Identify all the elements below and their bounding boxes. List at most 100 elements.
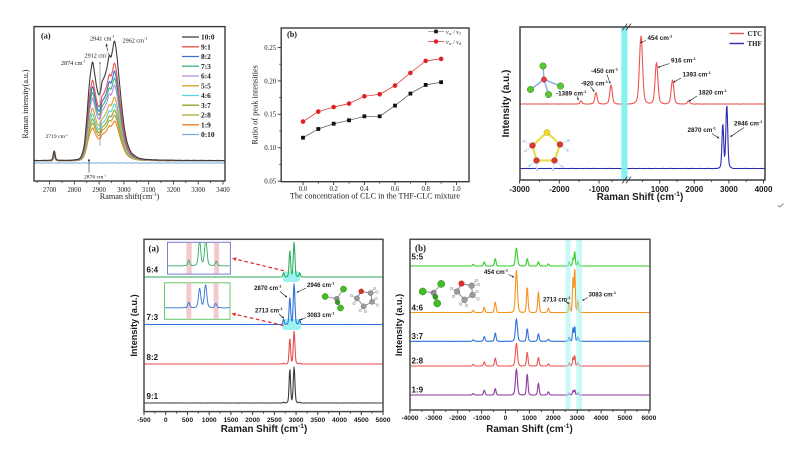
svg-text:-2000: -2000 — [549, 185, 570, 194]
svg-text:2870 cm-1: 2870 cm-1 — [254, 285, 281, 292]
svg-text:3100: 3100 — [142, 187, 156, 194]
svg-text:Intensity (a.u.): Intensity (a.u.) — [501, 70, 512, 138]
svg-text:1500: 1500 — [223, 417, 238, 424]
svg-text:7:3: 7:3 — [201, 62, 211, 71]
svg-text:4000: 4000 — [332, 417, 347, 424]
svg-text:Raman Shift (cm-1): Raman Shift (cm-1) — [597, 191, 683, 203]
svg-text:3000: 3000 — [720, 185, 738, 194]
svg-text:-920 cm-1: -920 cm-1 — [581, 79, 609, 87]
svg-text:5000: 5000 — [376, 417, 391, 424]
svg-text:0.05: 0.05 — [264, 179, 276, 186]
svg-text:5000: 5000 — [618, 415, 633, 422]
svg-text:8:2: 8:2 — [201, 52, 211, 61]
svg-text:4:6: 4:6 — [201, 91, 211, 100]
svg-text:3083 cm-1: 3083 cm-1 — [307, 312, 334, 319]
svg-text:-1000: -1000 — [473, 415, 490, 422]
svg-text:2941 cm-1: 2941 cm-1 — [90, 35, 115, 42]
svg-text:1393 cm-1: 1393 cm-1 — [683, 70, 712, 78]
svg-text:2719 cm-1: 2719 cm-1 — [46, 133, 69, 140]
svg-text:3400: 3400 — [216, 187, 230, 194]
svg-text:(a): (a) — [149, 244, 160, 254]
svg-text:2000: 2000 — [245, 417, 260, 424]
svg-text:916 cm-1: 916 cm-1 — [671, 56, 697, 64]
svg-text:4:6: 4:6 — [412, 304, 424, 313]
svg-text:2713 cm-1: 2713 cm-1 — [255, 307, 282, 314]
svg-text:-3000: -3000 — [425, 415, 442, 422]
svg-text:0.4: 0.4 — [360, 186, 369, 193]
svg-text:Intensity (a.u.): Intensity (a.u.) — [394, 294, 404, 356]
svg-text:0:10: 0:10 — [201, 130, 215, 139]
svg-text:3000: 3000 — [117, 187, 131, 194]
svg-text:(a): (a) — [41, 32, 51, 41]
svg-text:3083 cm-1: 3083 cm-1 — [589, 291, 616, 298]
svg-text:2713 cm-1: 2713 cm-1 — [543, 296, 570, 303]
svg-text:0: 0 — [164, 417, 168, 424]
svg-text:-450 cm-1: -450 cm-1 — [591, 67, 619, 75]
svg-text:6:4: 6:4 — [201, 72, 211, 81]
svg-text:0: 0 — [504, 415, 508, 422]
svg-text:Raman shift(cm-1): Raman shift(cm-1) — [100, 192, 160, 201]
svg-text:2912 cm-1: 2912 cm-1 — [85, 52, 110, 59]
svg-text:vw / v1: vw / v1 — [446, 30, 461, 36]
svg-text:7:3: 7:3 — [147, 313, 159, 322]
svg-text:6:4: 6:4 — [147, 266, 159, 275]
svg-text:4500: 4500 — [354, 417, 369, 424]
svg-text:1000: 1000 — [202, 417, 217, 424]
svg-text:3:7: 3:7 — [201, 101, 211, 110]
svg-text:2:8: 2:8 — [412, 357, 424, 366]
svg-text:1820 cm-1: 1820 cm-1 — [699, 88, 728, 96]
svg-text:CTC: CTC — [748, 31, 763, 38]
svg-text:(b): (b) — [287, 30, 297, 39]
svg-text:5:5: 5:5 — [201, 81, 211, 90]
svg-text:1:9: 1:9 — [201, 120, 211, 129]
svg-text:454 cm-1: 454 cm-1 — [648, 34, 674, 42]
svg-text:3500: 3500 — [310, 417, 325, 424]
svg-text:1:9: 1:9 — [412, 386, 424, 395]
svg-text:0.2: 0.2 — [329, 186, 338, 193]
svg-text:3300: 3300 — [191, 187, 205, 194]
svg-text:2900: 2900 — [92, 187, 106, 194]
svg-text:-500: -500 — [137, 417, 151, 424]
svg-text:8:2: 8:2 — [147, 353, 159, 362]
svg-text:9:1: 9:1 — [147, 392, 159, 401]
svg-text:vw / vd: vw / vd — [446, 40, 462, 46]
svg-text:0.15: 0.15 — [264, 112, 276, 119]
svg-text:0.6: 0.6 — [391, 186, 400, 193]
svg-text:2946 cm-1: 2946 cm-1 — [734, 119, 763, 127]
svg-text:2870 cm-1: 2870 cm-1 — [688, 126, 717, 134]
svg-text:1000: 1000 — [522, 415, 537, 422]
svg-text:-4000: -4000 — [401, 415, 418, 422]
svg-text:2000: 2000 — [546, 415, 561, 422]
svg-text:2:8: 2:8 — [201, 111, 211, 120]
svg-text:Raman Shift (cm-1): Raman Shift (cm-1) — [221, 423, 307, 435]
svg-text:500: 500 — [182, 417, 193, 424]
svg-text:0.10: 0.10 — [264, 145, 276, 152]
svg-text:6000: 6000 — [641, 415, 656, 422]
svg-text:4000: 4000 — [755, 185, 773, 194]
svg-text:2700: 2700 — [43, 187, 57, 194]
svg-text:-3000: -3000 — [509, 185, 530, 194]
svg-text:0.8: 0.8 — [421, 186, 430, 193]
svg-text:Raman Shift (cm-1): Raman Shift (cm-1) — [486, 423, 572, 435]
svg-text:1.0: 1.0 — [452, 186, 461, 193]
svg-text:5:5: 5:5 — [412, 253, 424, 262]
svg-text:-2000: -2000 — [449, 415, 466, 422]
svg-text:1000: 1000 — [651, 185, 669, 194]
svg-text:2876 cm-1: 2876 cm-1 — [84, 173, 107, 180]
svg-text:Ratio of peak intensities: Ratio of peak intensities — [251, 65, 260, 144]
svg-text:4000: 4000 — [594, 415, 609, 422]
svg-text:2962 cm-1: 2962 cm-1 — [123, 37, 148, 44]
svg-text:0.0: 0.0 — [299, 186, 308, 193]
svg-text:2500: 2500 — [267, 417, 282, 424]
svg-text:THF: THF — [748, 41, 762, 48]
svg-text:(b): (b) — [415, 243, 426, 253]
svg-text:-1000: -1000 — [589, 185, 610, 194]
svg-text:2800: 2800 — [68, 187, 82, 194]
svg-text:-1389 cm-1: -1389 cm-1 — [556, 89, 587, 97]
svg-text:3000: 3000 — [570, 415, 585, 422]
svg-text:2946 cm-1: 2946 cm-1 — [307, 282, 334, 289]
svg-text:9:1: 9:1 — [201, 42, 211, 51]
svg-text:3200: 3200 — [167, 187, 181, 194]
svg-text:2000: 2000 — [685, 185, 703, 194]
svg-text:Intensity (a.u.): Intensity (a.u.) — [129, 294, 139, 356]
